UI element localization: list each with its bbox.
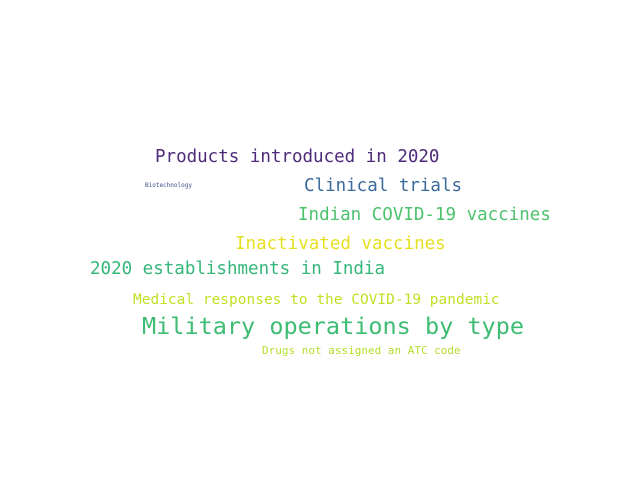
word-products-introduced-in-2020: Products introduced in 2020 <box>155 147 440 167</box>
word-2020-establishments-in-india: 2020 establishments in India <box>90 259 386 279</box>
word-medical-responses-covid-19: Medical responses to the COVID-19 pandem… <box>133 292 500 308</box>
word-inactivated-vaccines: Inactivated vaccines <box>235 234 446 254</box>
word-clinical-trials: Clinical trials <box>304 176 463 196</box>
word-military-operations-by-type: Military operations by type <box>142 312 525 340</box>
word-indian-covid-19-vaccines: Indian COVID-19 vaccines <box>298 205 551 225</box>
word-biotechnology: Biotechnology <box>145 182 192 189</box>
word-drugs-not-assigned-atc-code: Drugs not assigned an ATC code <box>262 344 461 357</box>
